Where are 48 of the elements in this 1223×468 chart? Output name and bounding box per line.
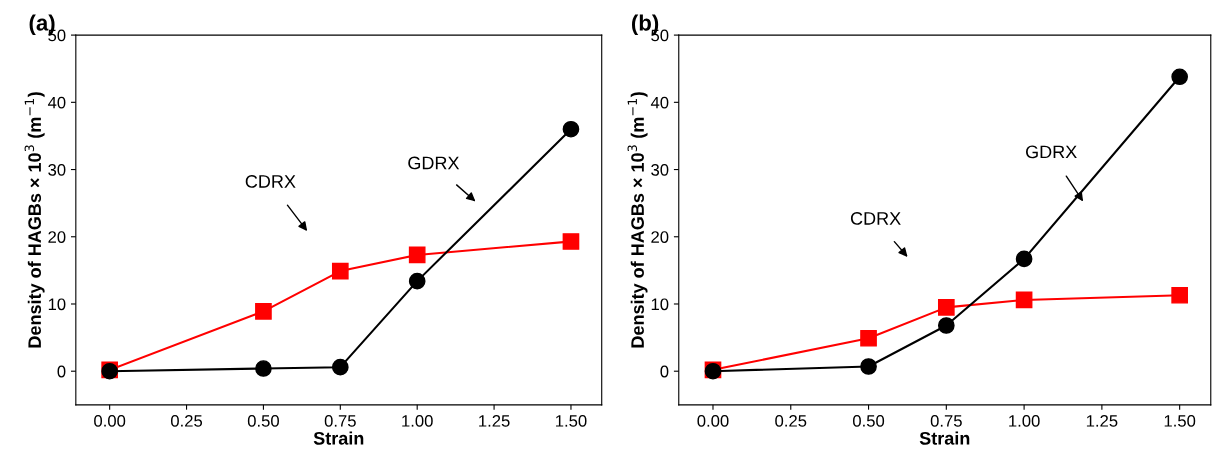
- x-tick-label: 0.50: [852, 414, 885, 427]
- x-tick-label: 0.75: [930, 414, 962, 427]
- y-tick-label: 30: [651, 163, 669, 176]
- point: [860, 329, 877, 347]
- point: [562, 120, 580, 138]
- x-axis-title: Strain: [919, 431, 970, 445]
- x-tick-label: 1.50: [556, 414, 587, 427]
- x-tick-label: 1.25: [479, 414, 510, 427]
- point: [860, 358, 877, 375]
- y-tick-label: 40: [47, 96, 66, 109]
- x-tick-label: 0.00: [697, 414, 729, 427]
- point: [408, 272, 426, 290]
- x-tick-label: 0.25: [170, 414, 203, 427]
- point: [408, 246, 426, 264]
- y-tick-label: 30: [48, 163, 66, 176]
- y-axis-title: Density of HAGBs × 10$^{3}$ (m$^{−1}$): [627, 92, 648, 348]
- y-tick-label: 0: [57, 365, 66, 378]
- annotation: CDRX: [850, 212, 901, 225]
- annotation: CDRX: [245, 175, 296, 188]
- point: [1015, 250, 1033, 268]
- annotation: GDRX: [1025, 145, 1077, 159]
- y-tick-label: 20: [651, 231, 669, 243]
- x-tick-label: 0.50: [247, 414, 279, 427]
- y-tick-label: 20: [48, 231, 66, 243]
- y-tick-label: 10: [651, 298, 669, 311]
- x-tick-label: 1.00: [1009, 414, 1040, 427]
- point: [1171, 68, 1188, 86]
- x-tick-label: 0.25: [775, 414, 807, 427]
- point: [331, 358, 349, 376]
- point: [562, 233, 580, 250]
- x-axis-title: Strain: [313, 431, 364, 445]
- y-tick-label: 0: [660, 365, 669, 378]
- x-tick-label: 1.50: [1164, 414, 1196, 427]
- point: [1171, 286, 1188, 304]
- point: [255, 303, 272, 320]
- point: [331, 262, 349, 280]
- y-tick-label: 40: [650, 96, 669, 109]
- point: [1015, 291, 1033, 309]
- x-tick-label: 0.75: [324, 414, 356, 427]
- point: [937, 317, 955, 334]
- annotation: GDRX: [408, 156, 460, 170]
- point: [937, 299, 955, 316]
- point: [255, 360, 272, 377]
- y-tick-label: 10: [48, 298, 66, 311]
- y-axis-title: Density of HAGBs × 10$^{3}$ (m$^{−1}$): [24, 92, 45, 348]
- x-tick-label: 1.25: [1086, 414, 1118, 427]
- x-tick-label: 1.00: [402, 414, 433, 427]
- x-tick-label: 0.00: [94, 414, 126, 427]
